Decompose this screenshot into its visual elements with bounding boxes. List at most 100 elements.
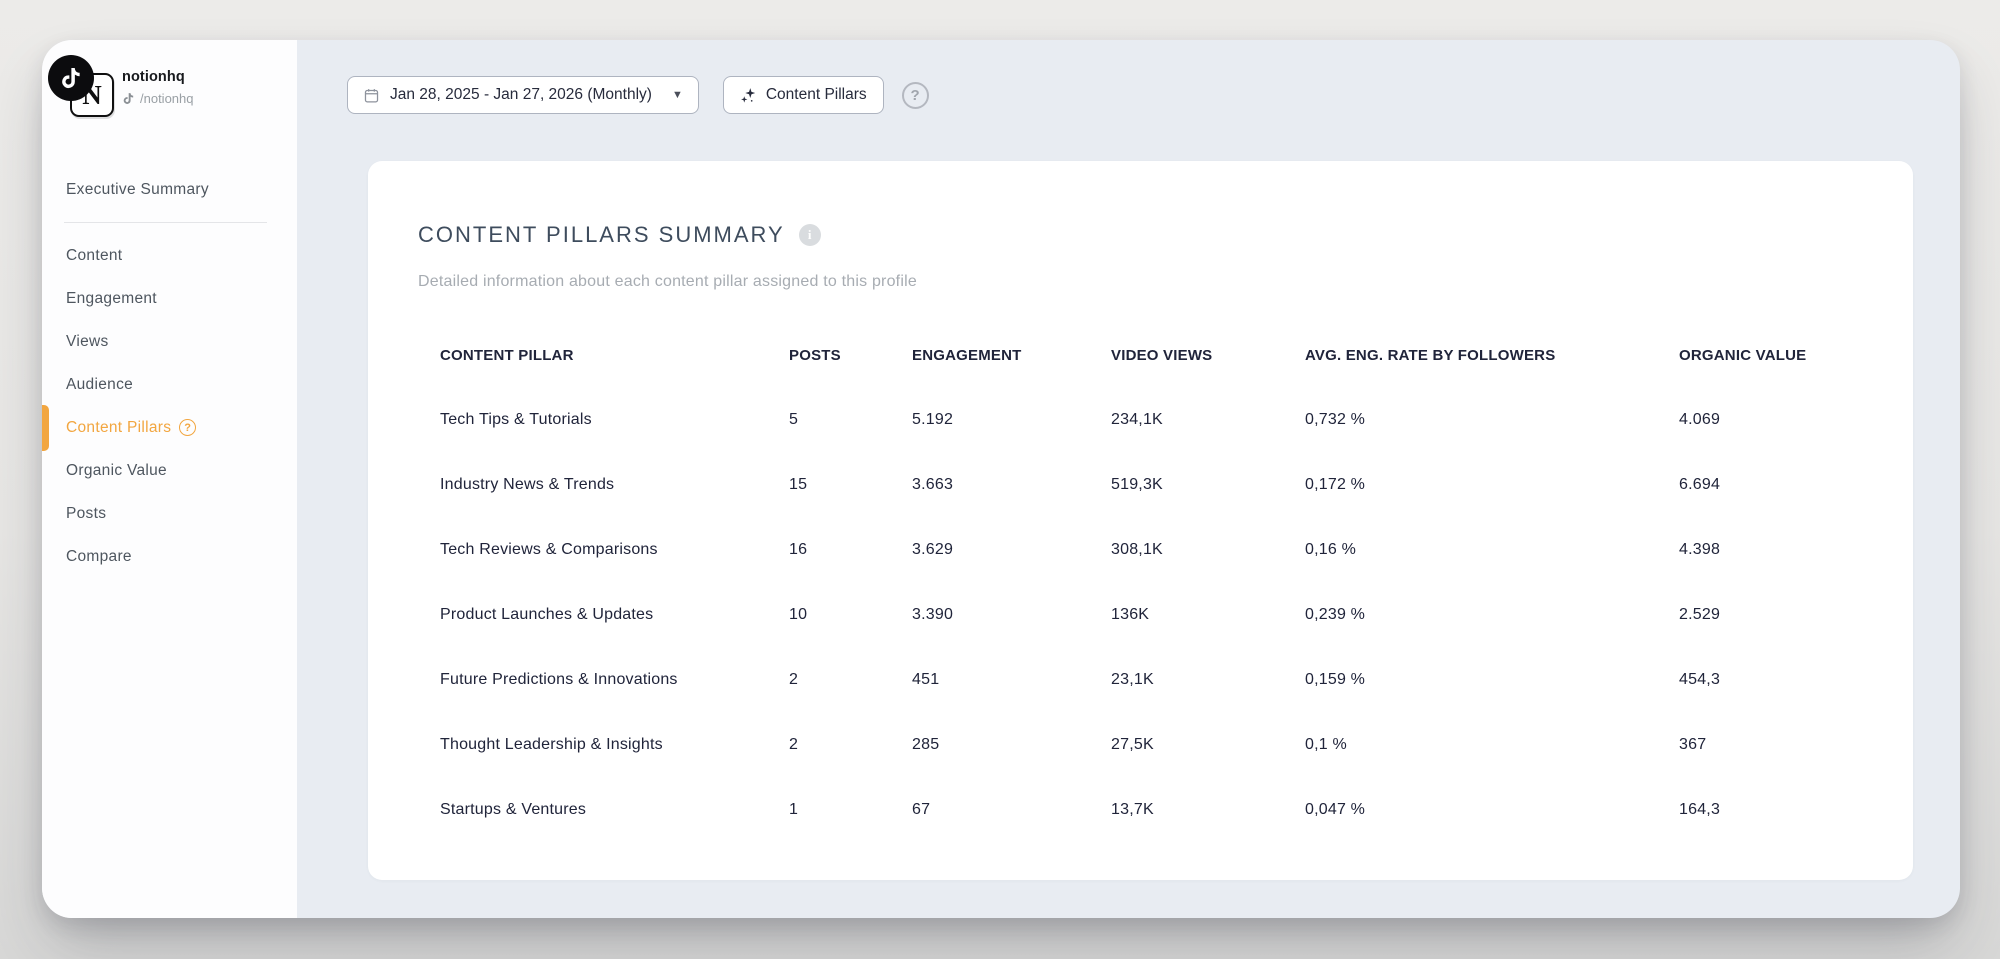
sidebar-item-organic-value[interactable]: Organic Value	[42, 449, 297, 492]
value-cell: 519,3K	[1111, 476, 1305, 494]
table-row-tech-tips-tutorials: Tech Tips & Tutorials55.192234,1K0,732 %…	[440, 387, 1873, 452]
value-cell: 27,5K	[1111, 736, 1305, 754]
tiktok-icon	[122, 92, 135, 105]
sidebar-item-audience[interactable]: Audience	[42, 363, 297, 406]
value-cell: 2.529	[1679, 606, 1873, 624]
value-cell: 0,047 %	[1305, 801, 1679, 819]
pillar-name-cell: Industry News & Trends	[440, 476, 789, 494]
help-icon[interactable]: ?	[902, 82, 929, 109]
sidebar-item-posts[interactable]: Posts	[42, 492, 297, 535]
content-pillars-table: CONTENT PILLARPOSTSENGAGEMENTVIDEO VIEWS…	[418, 323, 1913, 842]
column-header-video-views: VIDEO VIEWS	[1111, 347, 1305, 364]
value-cell: 16	[789, 541, 912, 559]
value-cell: 15	[789, 476, 912, 494]
value-cell: 1	[789, 801, 912, 819]
table-row-startups-ventures: Startups & Ventures16713,7K0,047 %164,3	[440, 777, 1873, 842]
sidebar-item-label: Posts	[66, 505, 106, 523]
profile-handle: /notionhq	[122, 91, 194, 106]
value-cell: 0,172 %	[1305, 476, 1679, 494]
column-header-content-pillar: CONTENT PILLAR	[440, 347, 789, 364]
value-cell: 0,16 %	[1305, 541, 1679, 559]
pillar-name-cell: Tech Tips & Tutorials	[440, 411, 789, 429]
calendar-icon	[363, 87, 380, 104]
value-cell: 0,159 %	[1305, 671, 1679, 689]
value-cell: 23,1K	[1111, 671, 1305, 689]
column-header-avg-eng-rate-by-followers: AVG. ENG. RATE BY FOLLOWERS	[1305, 347, 1679, 364]
value-cell: 234,1K	[1111, 411, 1305, 429]
date-range-picker[interactable]: Jan 28, 2025 - Jan 27, 2026 (Monthly) ▼	[347, 76, 699, 114]
table-row-product-launches-updates: Product Launches & Updates103.390136K0,2…	[440, 582, 1873, 647]
active-indicator-bar	[42, 405, 49, 451]
sidebar-item-content[interactable]: Content	[42, 234, 297, 277]
sidebar-item-label: Audience	[66, 376, 133, 394]
date-range-label: Jan 28, 2025 - Jan 27, 2026 (Monthly)	[390, 86, 652, 104]
sidebar-nav: Executive Summary Content Engagement Views A…	[42, 162, 297, 578]
sidebar-item-label: Executive Summary	[66, 181, 209, 199]
value-cell: 136K	[1111, 606, 1305, 624]
sidebar-item-executive-summary[interactable]: Executive Summary	[42, 168, 297, 211]
pillar-name-cell: Future Predictions & Innovations	[440, 671, 789, 689]
table-row-future-predictions-innovations: Future Predictions & Innovations245123,1…	[440, 647, 1873, 712]
table-body: Tech Tips & Tutorials55.192234,1K0,732 %…	[440, 387, 1873, 842]
column-header-organic-value: ORGANIC VALUE	[1679, 347, 1873, 364]
value-cell: 6.694	[1679, 476, 1873, 494]
value-cell: 2	[789, 671, 912, 689]
value-cell: 3.629	[912, 541, 1111, 559]
sidebar-item-label: Content	[66, 247, 122, 265]
table-header-row: CONTENT PILLARPOSTSENGAGEMENTVIDEO VIEWS…	[440, 323, 1873, 387]
content-pillars-button-label: Content Pillars	[766, 86, 867, 104]
value-cell: 67	[912, 801, 1111, 819]
value-cell: 5	[789, 411, 912, 429]
value-cell: 3.390	[912, 606, 1111, 624]
topbar: Jan 28, 2025 - Jan 27, 2026 (Monthly) ▼ …	[347, 76, 1960, 114]
profile-handle-text: /notionhq	[140, 91, 194, 106]
pillar-name-cell: Tech Reviews & Comparisons	[440, 541, 789, 559]
value-cell: 454,3	[1679, 671, 1873, 689]
value-cell: 2	[789, 736, 912, 754]
value-cell: 3.663	[912, 476, 1111, 494]
sidebar-item-content-pillars[interactable]: Content Pillars?	[42, 406, 297, 449]
card-subtitle: Detailed information about each content …	[418, 271, 1913, 293]
question-circle-icon[interactable]: ?	[179, 419, 196, 436]
sidebar: N notionhq /notionhq Executive Summary Co…	[42, 40, 297, 918]
table-row-thought-leadership-insights: Thought Leadership & Insights228527,5K0,…	[440, 712, 1873, 777]
value-cell: 164,3	[1679, 801, 1873, 819]
sidebar-item-views[interactable]: Views	[42, 320, 297, 363]
value-cell: 451	[912, 671, 1111, 689]
main-area: Jan 28, 2025 - Jan 27, 2026 (Monthly) ▼ …	[297, 40, 1960, 918]
value-cell: 10	[789, 606, 912, 624]
sidebar-item-label: Content Pillars	[66, 419, 171, 437]
value-cell: 4.398	[1679, 541, 1873, 559]
value-cell: 4.069	[1679, 411, 1873, 429]
content-pillars-summary-card: CONTENT PILLARS SUMMARY i Detailed infor…	[368, 161, 1913, 880]
column-header-posts: POSTS	[789, 347, 912, 364]
tiktok-badge-icon	[48, 55, 94, 101]
app-window: N notionhq /notionhq Executive Summary Co…	[42, 40, 1960, 918]
sidebar-divider	[64, 222, 267, 223]
value-cell: 0,239 %	[1305, 606, 1679, 624]
sidebar-item-compare[interactable]: Compare	[42, 535, 297, 578]
sparkles-icon	[740, 87, 757, 104]
value-cell: 308,1K	[1111, 541, 1305, 559]
table-row-industry-news-trends: Industry News & Trends153.663519,3K0,172…	[440, 452, 1873, 517]
content-pillars-button[interactable]: Content Pillars	[723, 76, 884, 114]
card-title: CONTENT PILLARS SUMMARY	[418, 221, 785, 249]
column-header-engagement: ENGAGEMENT	[912, 347, 1111, 364]
profile-header[interactable]: N notionhq /notionhq	[42, 40, 297, 162]
value-cell: 5.192	[912, 411, 1111, 429]
value-cell: 285	[912, 736, 1111, 754]
sidebar-item-label: Engagement	[66, 290, 157, 308]
profile-logo: N	[48, 55, 120, 121]
table-row-tech-reviews-comparisons: Tech Reviews & Comparisons163.629308,1K0…	[440, 517, 1873, 582]
sidebar-item-engagement[interactable]: Engagement	[42, 277, 297, 320]
profile-name: notionhq	[122, 69, 194, 85]
sidebar-item-label: Views	[66, 333, 109, 351]
sidebar-item-label: Organic Value	[66, 462, 167, 480]
value-cell: 0,1 %	[1305, 736, 1679, 754]
value-cell: 367	[1679, 736, 1873, 754]
pillar-name-cell: Thought Leadership & Insights	[440, 736, 789, 754]
info-icon[interactable]: i	[799, 224, 821, 246]
pillar-name-cell: Product Launches & Updates	[440, 606, 789, 624]
pillar-name-cell: Startups & Ventures	[440, 801, 789, 819]
value-cell: 0,732 %	[1305, 411, 1679, 429]
